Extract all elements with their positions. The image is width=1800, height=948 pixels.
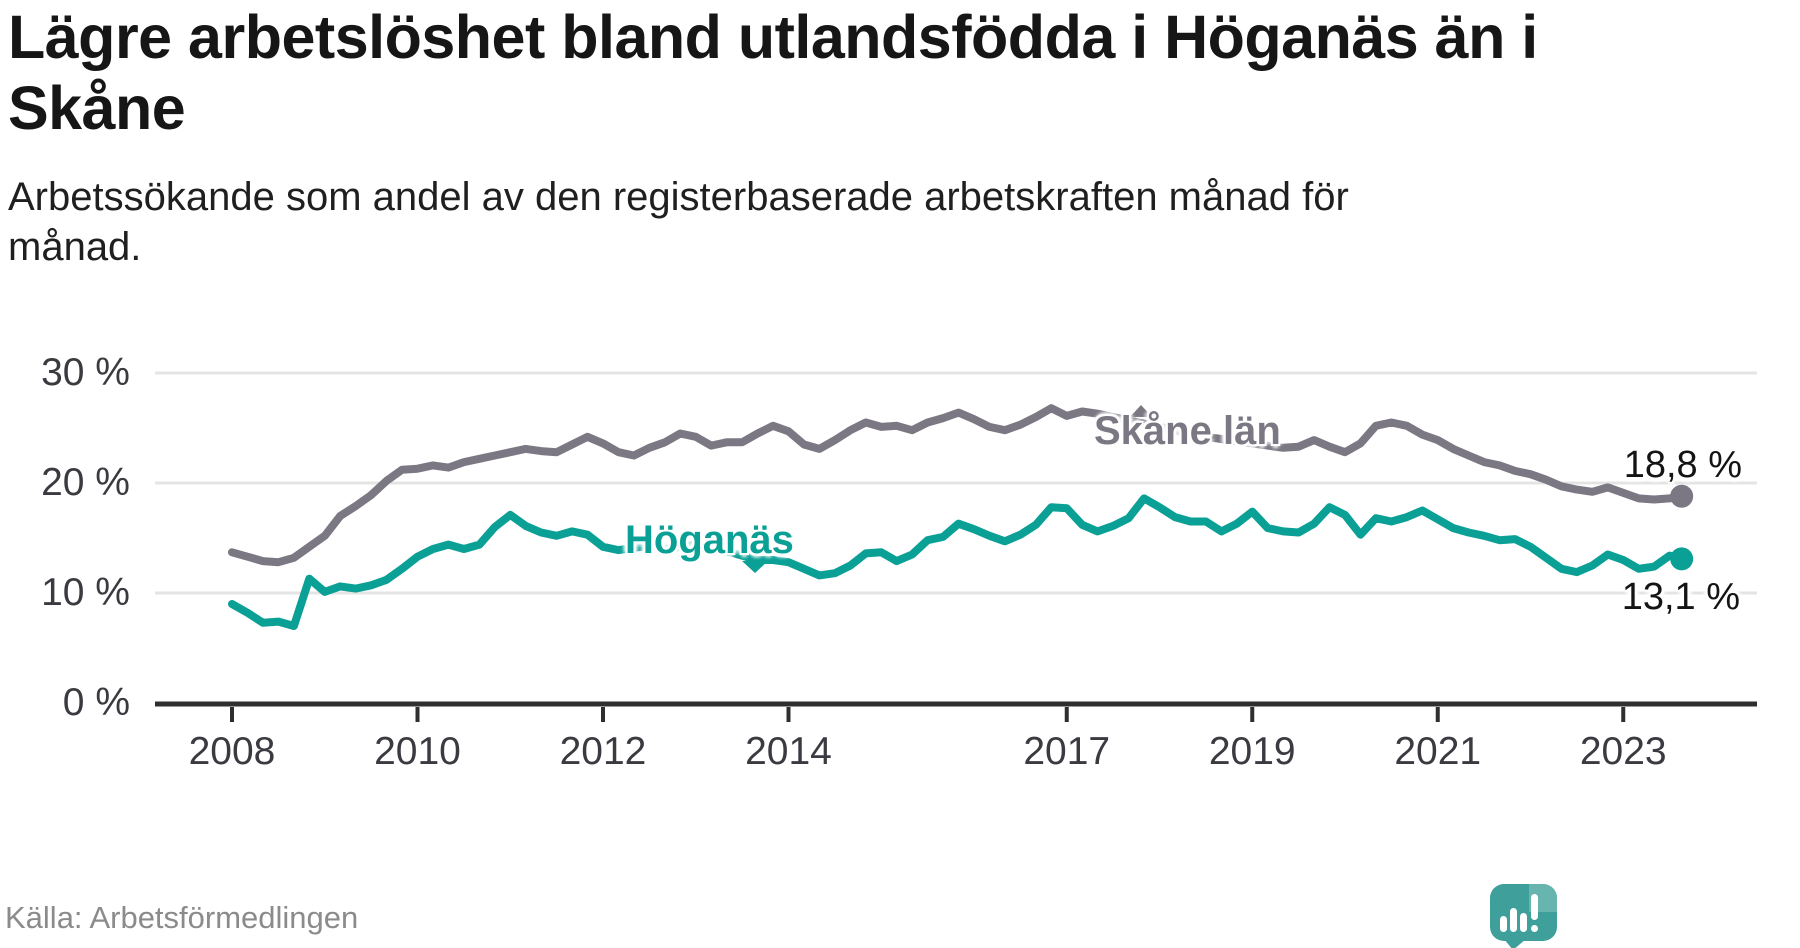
newsworthy-brand: Newsworthy bbox=[1486, 874, 1796, 948]
y-tick-label: 10 % bbox=[41, 571, 130, 614]
chart-subtitle: Arbetssökande som andel av den registerb… bbox=[8, 175, 1349, 269]
y-tick-label: 0 % bbox=[62, 681, 130, 724]
end-value-label-hoganas: 13,1 % bbox=[1621, 576, 1740, 618]
hoganas-label-caret-icon bbox=[742, 561, 768, 573]
page-title: Lägre arbetslöshet bland utlandsfödda i … bbox=[8, 3, 1538, 143]
logo-bar-chart-icon bbox=[1500, 908, 1527, 932]
end-value-label-skane: 18,8 % bbox=[1623, 444, 1742, 486]
x-tick-label: 2012 bbox=[559, 730, 647, 773]
y-tick-label: 20 % bbox=[41, 461, 130, 504]
x-tick-label: 2017 bbox=[1023, 730, 1111, 773]
series-label-hoganas: Höganäs bbox=[625, 518, 794, 562]
last-value-dot-hoganas bbox=[1670, 547, 1694, 571]
newsworthy-logo-icon bbox=[1490, 884, 1557, 948]
series-label-skane-lan: Skåne län bbox=[1094, 409, 1281, 453]
skane-label-caret-icon bbox=[1130, 405, 1152, 417]
x-tick-label: 2010 bbox=[374, 730, 461, 773]
x-tick-label: 2008 bbox=[188, 730, 276, 773]
x-tick-label: 2021 bbox=[1394, 730, 1482, 773]
logo-exclamation-icon bbox=[1531, 894, 1538, 932]
x-tick-label: 2014 bbox=[745, 730, 832, 773]
series-line-hoganas bbox=[228, 494, 1686, 630]
x-tick-label: 2019 bbox=[1208, 730, 1296, 773]
logo-bubble-tail bbox=[1504, 939, 1526, 948]
x-tick-label: 2023 bbox=[1579, 730, 1667, 773]
source-note: Källa: Arbetsförmedlingen bbox=[5, 900, 359, 935]
last-value-dot-skane-lan bbox=[1670, 484, 1694, 508]
y-tick-label: 30 % bbox=[41, 351, 130, 394]
series-line-skane-lan bbox=[228, 404, 1686, 567]
